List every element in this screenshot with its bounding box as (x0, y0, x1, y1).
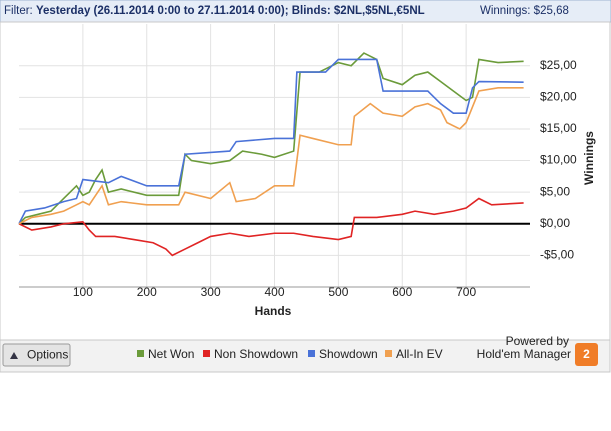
y-tick-label: $25,00 (540, 58, 577, 72)
options-button[interactable]: Options (2, 343, 71, 367)
legend-swatch (137, 350, 144, 357)
filter-label: Filter: (4, 5, 33, 17)
options-label[interactable]: Options (27, 348, 68, 362)
x-tick-label: 600 (392, 285, 412, 299)
legend-swatch (308, 350, 315, 357)
y-tick-label: $15,00 (540, 121, 577, 135)
legend-swatch (203, 350, 210, 357)
y-tick-label: $10,00 (540, 153, 577, 167)
powered-by: Powered by (506, 334, 569, 348)
legend-label: Net Won (148, 347, 194, 361)
x-tick-label: 500 (328, 285, 348, 299)
logo (575, 343, 598, 366)
filter-text: Yesterday (26.11.2014 0:00 to 27.11.2014… (36, 5, 425, 17)
series-line (18, 197, 524, 257)
x-tick-label: 700 (456, 285, 476, 299)
bottom-bar (0, 339, 611, 373)
logo-text: 2 (583, 347, 590, 361)
series-line (18, 58, 524, 225)
y-tick-label: -$5,00 (540, 248, 574, 262)
x-tick-label: 100 (73, 285, 93, 299)
legend-label: All-In EV (396, 347, 443, 361)
x-axis-title: Hands (255, 304, 292, 318)
winnings-text: Winnings: $25,68 (480, 5, 569, 17)
y-tick-label: $20,00 (540, 90, 577, 104)
legend-label: Showdown (319, 347, 378, 361)
x-tick-label: 200 (137, 285, 157, 299)
series-line (18, 52, 524, 225)
x-tick-label: 300 (201, 285, 221, 299)
series-line (18, 87, 524, 225)
y-tick-label: $0,00 (540, 216, 570, 230)
y-tick-label: $5,00 (540, 184, 570, 198)
legend-label: Non Showdown (214, 347, 298, 361)
y-axis-title: Winnings (582, 131, 596, 185)
x-tick-label: 400 (264, 285, 284, 299)
options-arrow (10, 352, 18, 359)
options-button-bg[interactable] (2, 343, 71, 367)
brand: Hold'em Manager (477, 347, 571, 361)
legend-swatch (385, 350, 392, 357)
